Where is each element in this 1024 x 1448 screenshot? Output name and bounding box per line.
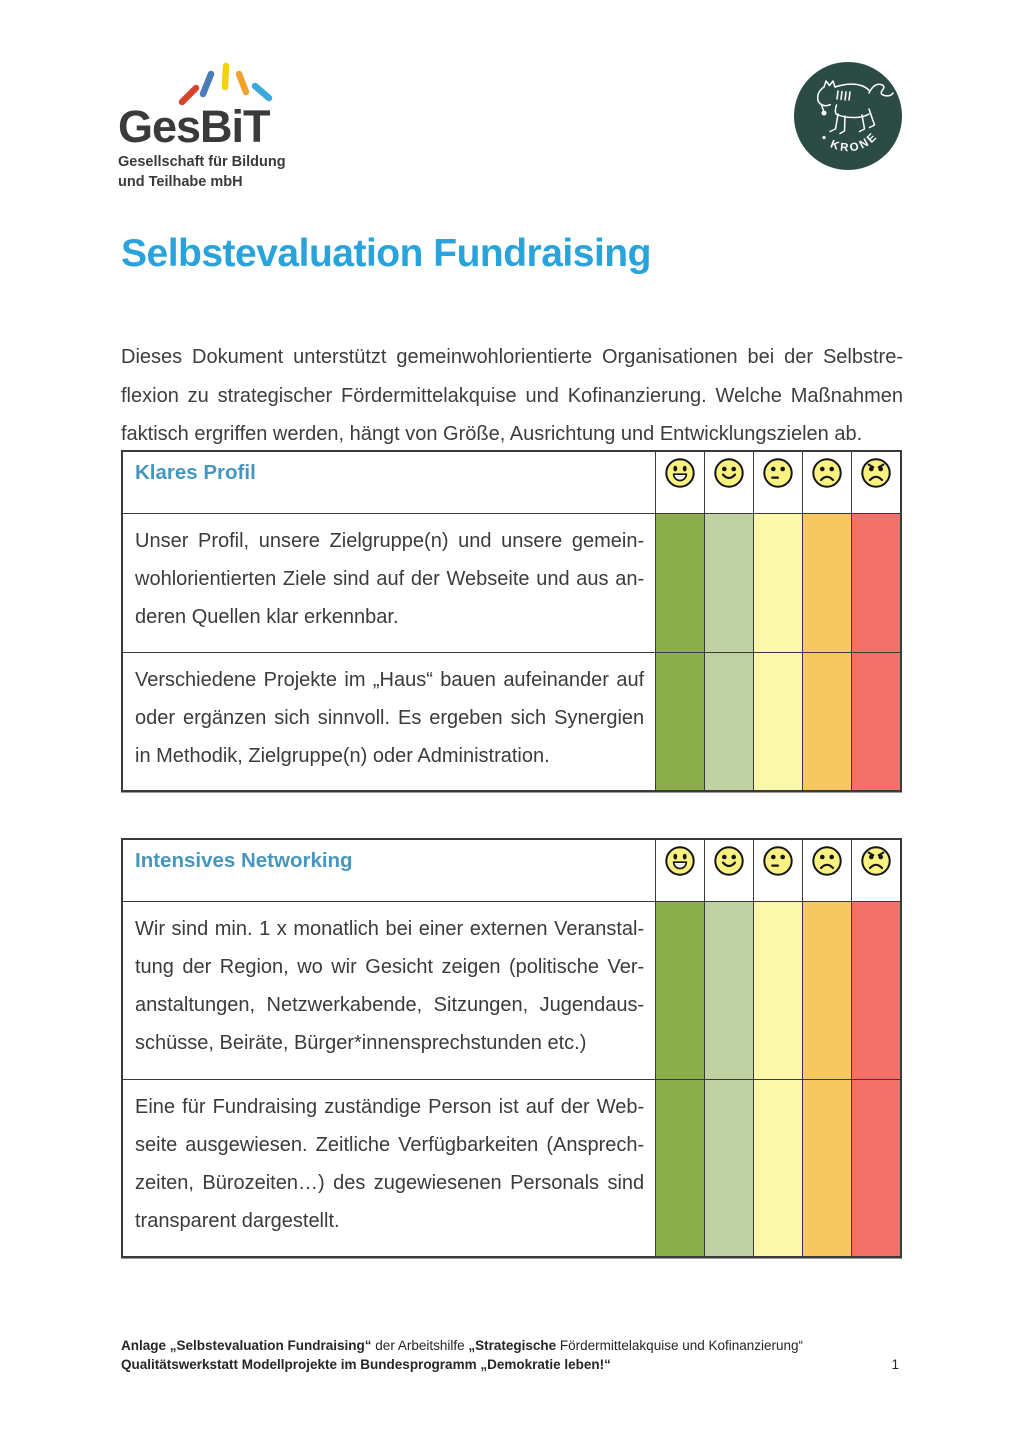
gesbit-logo-text: GesBiT [118,101,271,152]
table-title: Intensives Networking [121,838,657,902]
footer-text-segment: Anlage „Selbstevaluation Fundraising“ [121,1338,372,1353]
rating-cell-happy [704,651,755,792]
rating-cell-neutral [753,1078,804,1258]
rating-cell-happy [704,512,755,653]
rating-table: Klares Profil Unser Profil, unsere Zielgr… [121,450,902,792]
rating-cell-neutral [753,900,804,1080]
intro-paragraph: Dieses Dokument unterstützt gemeinwohlor… [121,346,903,445]
very-sad-smiley-icon [859,456,893,490]
table-title: Klares Profil [121,450,657,514]
neutral-smiley-icon [761,844,795,878]
footer-text-segment: „Strategische [468,1338,557,1353]
rating-cell-neutral [753,512,804,653]
happy-smiley-icon [712,456,746,490]
very-sad-smiley-icon [859,844,893,878]
rating-cell-sad [802,651,853,792]
rating-cell-very-sad [851,651,902,792]
rating-header-cell-sad [802,838,853,902]
rating-header-cell-sad [802,450,853,514]
rating-table: Intensives Networking Wir sind min. 1 x m… [121,838,902,1258]
page-number: 1 [891,1357,899,1372]
evaluation-table-2: Intensives Networking Wir sind min. 1 x m… [121,838,904,1258]
criterion-text: Eine für Fundraising zuständige Person i… [121,1078,657,1258]
rating-header-cell-happy [704,450,755,514]
sad-smiley-icon [810,844,844,878]
gesbit-tagline-line1: Gesellschaft für Bildung [118,154,286,170]
page-footer: Anlage „Selbstevaluation Fundraising“ de… [121,1336,903,1374]
rating-cell-neutral [753,651,804,792]
sad-smiley-icon [810,456,844,490]
footer-text-segment: Fördermittelakquise und Kofinanzierung“ [556,1338,804,1353]
gesbit-tagline: Gesellschaft für Bildung und Teilhabe mb… [118,152,338,192]
rating-header-cell-happy [704,838,755,902]
table-row: Unser Profil, unsere Zielgruppe(n) und u… [121,512,902,653]
table-row: Wir sind min. 1 x monatlich bei einer ex… [121,900,902,1080]
rating-cell-very-happy [655,512,706,653]
rating-header-cell-neutral [753,450,804,514]
rating-cell-happy [704,1078,755,1258]
gesbit-burst-icon [178,62,273,106]
criterion-text: Unser Profil, unsere Zielgruppe(n) und u… [121,512,657,653]
criterion-text: Wir sind min. 1 x monatlich bei einer ex… [121,900,657,1080]
happy-smiley-icon [712,844,746,878]
rating-cell-very-sad [851,512,902,653]
rating-header-cell-very-happy [655,838,706,902]
footer-text-segment: Qualitätswerkstatt Modellprojekte im Bun… [121,1357,611,1372]
gesbit-logo: GesBiT Gesellschaft für Bildung und Teil… [118,60,338,192]
footer-line-1: Anlage „Selbstevaluation Fundraising“ de… [121,1336,903,1355]
rating-cell-sad [802,512,853,653]
rating-cell-very-happy [655,900,706,1080]
table-row: Verschiedene Projekte im „Haus“ bauen au… [121,651,902,792]
footer-line-2: Qualitätswerkstatt Modellprojekte im Bun… [121,1355,903,1374]
rating-cell-sad [802,1078,853,1258]
rating-cell-happy [704,900,755,1080]
page-title: Selbstevaluation Fundraising [121,232,651,275]
rating-header-cell-very-sad [851,450,902,514]
rating-cell-very-sad [851,900,902,1080]
rating-header-cell-very-happy [655,450,706,514]
kroner-lion-icon [816,80,894,135]
table-row: Eine für Fundraising zuständige Person i… [121,1078,902,1258]
rating-cell-sad [802,900,853,1080]
very-happy-smiley-icon [663,844,697,878]
kroner-logo: 2 • KRONER [792,60,902,170]
footer-text-segment: der Arbeitshilfe [371,1338,469,1353]
rating-cell-very-sad [851,1078,902,1258]
criterion-text: Verschiedene Projekte im „Haus“ bauen au… [121,651,657,792]
rating-header-cell-neutral [753,838,804,902]
neutral-smiley-icon [761,456,795,490]
gesbit-tagline-line2: und Teilhabe mbH [118,174,243,190]
rating-header-cell-very-sad [851,838,902,902]
very-happy-smiley-icon [663,456,697,490]
rating-cell-very-happy [655,651,706,792]
evaluation-table-1: Klares Profil Unser Profil, unsere Zielgr… [121,450,904,792]
rating-cell-very-happy [655,1078,706,1258]
